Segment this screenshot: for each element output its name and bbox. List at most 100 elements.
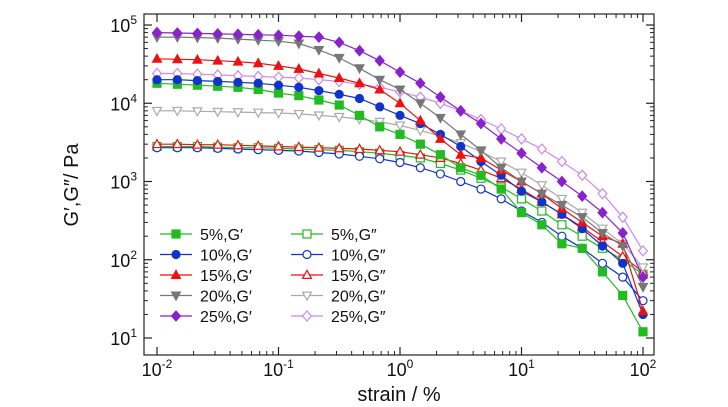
data-point bbox=[638, 327, 648, 337]
data-point bbox=[273, 80, 284, 90]
data-point bbox=[395, 157, 405, 168]
data-point bbox=[536, 143, 548, 155]
data-point bbox=[434, 113, 446, 124]
data-point bbox=[314, 95, 324, 105]
y-tick-labels: 101 102 103 104 105 bbox=[110, 13, 137, 349]
data-point bbox=[597, 241, 608, 251]
data-point bbox=[475, 146, 487, 157]
legend-item: 5%,G″ bbox=[291, 227, 377, 244]
legend-label: 20%,G″ bbox=[331, 289, 386, 306]
data-point bbox=[556, 194, 568, 205]
x-tick-label: 102 bbox=[630, 357, 657, 380]
data-point bbox=[374, 144, 386, 155]
data-point bbox=[536, 181, 548, 191]
legend-marker bbox=[301, 269, 313, 279]
data-point bbox=[171, 138, 183, 149]
data-point bbox=[313, 141, 325, 152]
y-tick-label: 102 bbox=[110, 248, 137, 271]
data-point bbox=[556, 175, 568, 188]
data-point bbox=[293, 30, 305, 43]
data-point bbox=[455, 148, 467, 159]
data-point bbox=[333, 53, 345, 64]
data-point bbox=[577, 231, 587, 241]
data-point bbox=[435, 169, 445, 179]
data-point bbox=[435, 150, 445, 160]
data-point bbox=[354, 143, 365, 154]
data-point bbox=[617, 211, 628, 224]
data-point bbox=[313, 31, 325, 44]
data-point bbox=[577, 243, 587, 253]
data-point bbox=[456, 176, 466, 187]
data-point bbox=[294, 82, 304, 92]
data-point bbox=[375, 154, 385, 164]
data-point bbox=[618, 290, 628, 301]
data-point bbox=[435, 97, 446, 110]
data-point bbox=[334, 89, 344, 99]
data-point bbox=[475, 152, 487, 162]
data-point bbox=[435, 91, 446, 103]
legend-item: 25%,G″ bbox=[291, 309, 386, 326]
data-point bbox=[637, 244, 649, 257]
data-point bbox=[294, 91, 304, 101]
data-point bbox=[476, 170, 486, 180]
data-point bbox=[394, 121, 406, 132]
data-point bbox=[516, 208, 527, 218]
data-point bbox=[293, 141, 305, 152]
legend-item: 20%,G″ bbox=[291, 289, 386, 306]
data-point bbox=[395, 110, 405, 120]
data-point bbox=[415, 139, 425, 149]
data-point bbox=[333, 72, 345, 83]
data-point bbox=[617, 241, 629, 252]
data-point bbox=[313, 67, 325, 78]
data-point bbox=[516, 133, 527, 145]
data-point bbox=[354, 151, 365, 161]
data-point bbox=[354, 77, 365, 88]
data-point bbox=[252, 140, 264, 150]
data-point bbox=[637, 271, 649, 284]
data-point bbox=[496, 184, 506, 194]
major-ticks bbox=[144, 14, 654, 355]
data-point bbox=[191, 138, 203, 149]
data-point bbox=[273, 29, 284, 42]
data-point bbox=[577, 190, 588, 203]
data-point bbox=[637, 282, 649, 293]
data-point bbox=[273, 109, 284, 119]
data-point bbox=[374, 75, 386, 86]
data-point bbox=[253, 78, 263, 88]
data-point bbox=[597, 258, 608, 268]
data-point bbox=[191, 53, 203, 64]
series-5 bbox=[151, 26, 649, 284]
data-point bbox=[333, 142, 345, 153]
legend-label: 10%,G′ bbox=[200, 248, 252, 265]
data-point bbox=[395, 129, 405, 139]
data-point bbox=[374, 54, 385, 67]
data-point bbox=[536, 189, 548, 200]
data-point bbox=[313, 45, 325, 56]
data-point bbox=[293, 109, 305, 120]
data-point bbox=[354, 64, 365, 75]
legend-marker bbox=[301, 291, 313, 302]
data-point bbox=[333, 112, 345, 123]
legend-marker bbox=[171, 229, 181, 239]
data-point bbox=[556, 201, 568, 211]
data-point bbox=[394, 97, 406, 108]
x-tick-labels: 10-2 10-1 100 101 102 bbox=[142, 357, 657, 380]
data-point bbox=[273, 88, 284, 98]
data-point bbox=[252, 108, 264, 119]
data-point bbox=[414, 114, 426, 125]
data-point bbox=[212, 27, 223, 40]
data-point bbox=[152, 75, 162, 85]
series-1 bbox=[152, 78, 648, 337]
data-point bbox=[172, 27, 183, 39]
data-point bbox=[495, 157, 507, 168]
legend-label: 25%,G″ bbox=[331, 309, 386, 326]
data-point bbox=[213, 76, 223, 87]
data-point bbox=[354, 44, 365, 57]
data-point bbox=[415, 163, 425, 173]
data-point bbox=[556, 155, 568, 168]
legend-marker bbox=[170, 269, 182, 279]
legend-item: 15%,G″ bbox=[291, 268, 386, 285]
data-point bbox=[637, 305, 649, 316]
data-point bbox=[334, 100, 344, 110]
